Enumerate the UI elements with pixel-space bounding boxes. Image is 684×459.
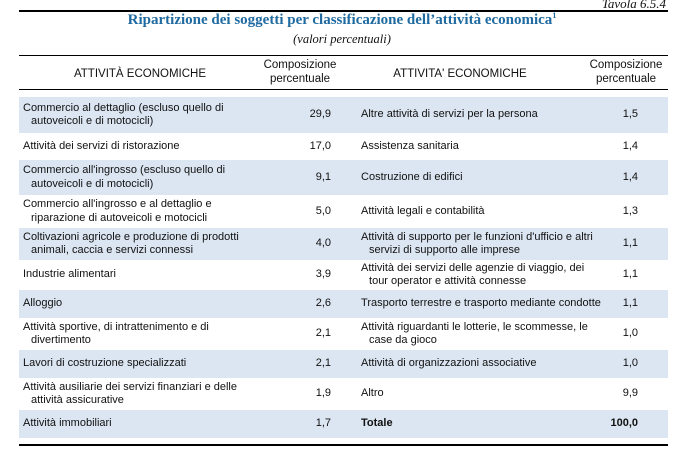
- activity-right: Attività di supporto per le funzioni d'u…: [361, 230, 593, 257]
- activity-right: Altre attività di servizi per la persona: [361, 108, 538, 121]
- percent-left: 17,0: [309, 139, 332, 152]
- activity-right: Attività di organizzazioni associative: [361, 357, 537, 370]
- table-row: Coltivazioni agricole e produzione di pr…: [19, 228, 668, 260]
- activity-right: Attività dei servizi delle agenzie di vi…: [361, 261, 585, 288]
- percent-left: 2,1: [315, 357, 332, 370]
- activity-left: Coltivazioni agricole e produzione di pr…: [23, 230, 239, 257]
- percent-right: 1,0: [622, 357, 638, 370]
- activity-left: Attività dei servizi di ristorazione: [23, 139, 180, 152]
- activity-left: Commercio al dettaglio (escluso quello d…: [23, 101, 224, 128]
- table-row: Commercio al dettaglio (escluso quello d…: [19, 97, 668, 133]
- percent-left: 1,7: [315, 417, 332, 430]
- table-row: Attività immobiliari 1,7 Totale 100,0: [19, 410, 668, 438]
- activity-right: Attività riguardanti le lotterie, le sco…: [361, 320, 588, 347]
- activity-left: Commercio all'ingrosso e al dettaglio e …: [23, 198, 212, 224]
- header-percent-right: Composizione percentuale: [589, 59, 663, 85]
- percent-left: 5,0: [315, 204, 332, 217]
- table-subtitle: (valori percentuali): [293, 32, 391, 46]
- percent-left: 9,1: [315, 170, 332, 183]
- activity-right: Altro: [361, 387, 384, 400]
- percent-left: 2,6: [315, 297, 332, 310]
- activity-left: Attività ausiliarie dei servizi finanzia…: [23, 380, 237, 407]
- percent-right: 1,5: [622, 108, 638, 121]
- table-row: Commercio all'ingrosso e al dettaglio e …: [19, 195, 668, 228]
- title-text: Ripartizione dei soggetti per classifica…: [127, 12, 553, 28]
- activity-left: Commercio all'ingrosso (escluso quello d…: [23, 164, 226, 190]
- data-table: Commercio al dettaglio (escluso quello d…: [19, 97, 668, 438]
- header-bottom-rule: [19, 89, 668, 90]
- table-row: Attività sportive, di intrattenimento e …: [19, 318, 668, 350]
- percent-left: 3,9: [315, 268, 332, 281]
- percent-right: 100,0: [610, 417, 638, 430]
- top-rule: [19, 10, 668, 12]
- table-row: Alloggio 2,6 Trasporto terrestre e trasp…: [19, 290, 668, 318]
- activity-right: Attività legali e contabilità: [361, 204, 485, 217]
- header-rule: [19, 55, 668, 56]
- percent-right: 9,9: [622, 387, 638, 400]
- activity-left: Industrie alimentari: [23, 268, 116, 281]
- activity-left: Attività immobiliari: [23, 417, 112, 430]
- percent-right: 1,4: [622, 170, 638, 183]
- activity-right: Assistenza sanitaria: [361, 139, 459, 152]
- percent-right: 1,1: [622, 297, 638, 310]
- footnote-ref[interactable]: 1: [552, 11, 557, 20]
- header-activity-right: ATTIVITA' ECONOMICHE: [393, 68, 527, 80]
- percent-left: 2,1: [315, 327, 332, 340]
- table-row: Industrie alimentari 3,9 Attività dei se…: [19, 260, 668, 290]
- activity-right: Costruzione di edifici: [361, 170, 463, 183]
- bottom-rule: [19, 444, 668, 446]
- percent-left: 29,9: [309, 108, 332, 121]
- header-percent-left: Composizione percentuale: [263, 59, 337, 85]
- table-row: Commercio all'ingrosso (escluso quello d…: [19, 160, 668, 195]
- percent-left: 4,0: [315, 237, 332, 250]
- percent-left: 1,9: [315, 387, 332, 400]
- percent-right: 1,3: [622, 204, 638, 217]
- activity-right: Totale: [361, 417, 393, 430]
- percent-right: 1,0: [622, 327, 638, 340]
- percent-right: 1,4: [622, 139, 638, 152]
- table-row: Lavori di costruzione specializzati 2,1 …: [19, 350, 668, 378]
- table-number: Tavola 6.5.4: [601, 0, 666, 11]
- activity-right: Trasporto terrestre e trasporto mediante…: [361, 297, 601, 310]
- table-row: Attività dei servizi di ristorazione 17,…: [19, 133, 668, 160]
- header-activity-left: ATTIVITÀ ECONOMICHE: [73, 68, 207, 80]
- table-title: Ripartizione dei soggetti per classifica…: [0, 11, 684, 29]
- percent-right: 1,1: [622, 268, 638, 281]
- activity-left: Alloggio: [23, 297, 63, 310]
- activity-left: Attività sportive, di intrattenimento e …: [23, 320, 209, 347]
- activity-left: Lavori di costruzione specializzati: [23, 357, 187, 370]
- table-row: Attività ausiliarie dei servizi finanzia…: [19, 378, 668, 410]
- percent-right: 1,1: [622, 237, 638, 250]
